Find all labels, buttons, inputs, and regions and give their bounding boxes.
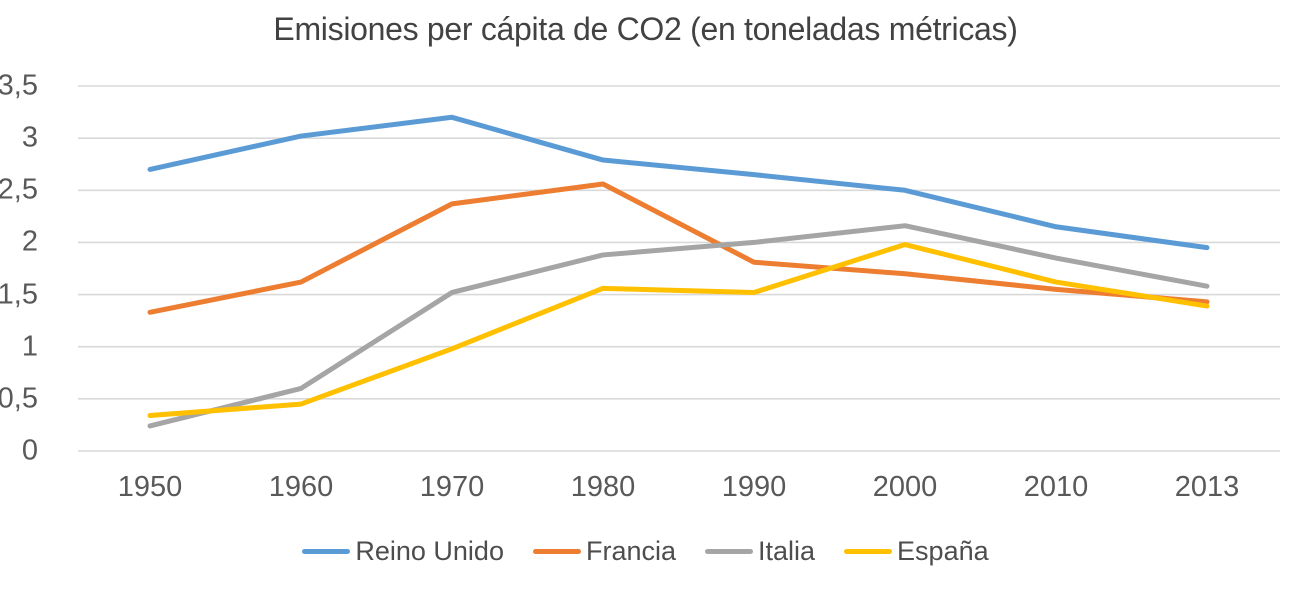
- x-tick-label: 1990: [721, 471, 787, 503]
- legend-line-swatch-icon: [302, 548, 351, 554]
- legend-line-swatch-icon: [844, 548, 893, 554]
- legend: Reino Unido Francia Italia España: [0, 533, 1291, 569]
- legend-line-swatch-icon: [705, 548, 753, 554]
- series-line-españa: [147, 242, 1210, 419]
- legend-item-españa: España: [844, 536, 989, 567]
- x-tick-label: 1950: [117, 471, 183, 503]
- legend-item-italia: Italia: [705, 536, 815, 567]
- legend-label: Francia: [585, 535, 676, 566]
- x-tick-label: 2010: [1023, 471, 1089, 503]
- legend-label: Reino Unido: [355, 535, 504, 566]
- legend-label: España: [897, 535, 989, 566]
- x-tick-label: 1980: [570, 471, 636, 503]
- y-axis: 3,5 3 2,5 2 1,5 1 0,5 0: [0, 0, 42, 470]
- y-tick-label: 0,5: [0, 382, 38, 415]
- series-line-francia: [147, 181, 1210, 315]
- y-tick-label: 2: [21, 225, 38, 258]
- chart-title: Emisiones per cápita de CO2 (en tonelada…: [273, 11, 1018, 47]
- x-tick-label: 2000: [872, 471, 938, 503]
- x-tick-label: 1970: [419, 471, 485, 503]
- y-tick-label: 3,5: [0, 69, 38, 102]
- legend-label: Italia: [758, 535, 816, 566]
- series-line-reino-unido: [147, 114, 1210, 251]
- legend-item-francia: Francia: [532, 535, 676, 567]
- legend-line-swatch-icon: [532, 548, 581, 554]
- legend-item-reino-unido: Reino Unido: [302, 536, 504, 567]
- y-tick-label: 2,5: [0, 173, 38, 206]
- y-tick-label: 0: [21, 434, 38, 467]
- x-tick-label: 2013: [1174, 471, 1240, 503]
- y-tick-label: 3: [21, 121, 38, 154]
- series-line-italia: [147, 223, 1210, 429]
- y-tick-label: 1: [21, 330, 38, 363]
- x-tick-label: 1960: [268, 471, 334, 503]
- y-tick-label: 1,5: [0, 278, 38, 311]
